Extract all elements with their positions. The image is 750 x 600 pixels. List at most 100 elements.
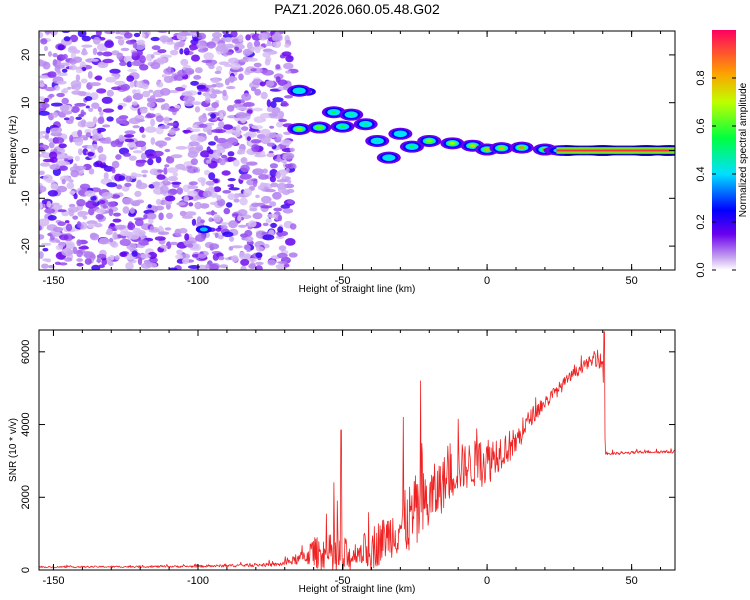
noise-blob: [124, 138, 135, 143]
noise-blob: [122, 197, 134, 205]
noise-blob: [261, 150, 266, 158]
noise-blob: [230, 63, 242, 70]
x-tick-label: 0: [484, 575, 490, 587]
noise-blob: [277, 252, 288, 259]
noise-blob: [54, 64, 65, 69]
noise-blob: [238, 224, 247, 228]
noise-blob: [186, 166, 199, 174]
noise-blob: [133, 199, 145, 204]
noise-blob: [205, 180, 215, 186]
noise-blob: [134, 218, 144, 227]
noise-blob: [244, 229, 253, 237]
noise-blob: [67, 45, 78, 54]
noise-blob: [118, 134, 125, 142]
noise-blob: [104, 40, 114, 48]
noise-blob: [208, 217, 214, 222]
noise-blob: [70, 106, 80, 113]
noise-blob: [238, 73, 244, 81]
noise-blob: [253, 116, 265, 123]
noise-blob: [265, 43, 275, 47]
noise-blob: [285, 70, 292, 74]
noise-blob: [167, 176, 178, 182]
noise-blob: [209, 201, 218, 206]
noise-blob: [129, 207, 135, 214]
noise-blob: [116, 52, 124, 60]
noise-blob: [175, 146, 188, 150]
noise-blob: [65, 223, 73, 232]
y-tick-label: 0: [20, 567, 32, 573]
noise-blob: [112, 218, 122, 223]
y-tick-label: -20: [20, 238, 32, 254]
x-tick-label: 0: [484, 275, 490, 287]
noise-blob: [272, 97, 284, 103]
noise-blob: [230, 31, 238, 38]
noise-blob: [270, 182, 279, 188]
noise-blob: [214, 232, 219, 239]
noise-blob: [225, 43, 235, 49]
noise-blob: [138, 239, 149, 246]
noise-blob: [243, 188, 253, 197]
noise-blob: [269, 175, 276, 183]
noise-blob: [262, 222, 269, 227]
noise-blob: [52, 59, 58, 66]
noise-blob: [248, 258, 257, 263]
noise-blob: [213, 214, 222, 223]
noise-blob: [39, 83, 45, 87]
noise-blob: [170, 154, 183, 159]
noise-blob: [187, 185, 199, 190]
noise-blob: [206, 41, 217, 49]
noise-blob: [110, 140, 118, 148]
noise-blob: [211, 78, 220, 84]
noise-blob: [236, 106, 248, 111]
noise-blob: [282, 152, 295, 160]
noise-blob: [155, 140, 167, 147]
noise-blob: [163, 200, 173, 205]
noise-blob: [52, 232, 61, 238]
noise-blob: [140, 152, 147, 160]
noise-blob: [49, 164, 61, 170]
noise-blob: [163, 75, 173, 84]
signal-mark: [397, 132, 403, 135]
noise-blob: [127, 69, 138, 72]
noise-blob: [229, 236, 235, 242]
noise-blob: [245, 34, 251, 41]
noise-blob: [59, 234, 69, 241]
noise-blob: [150, 137, 156, 145]
noise-blob: [177, 31, 190, 37]
noise-blob: [146, 101, 156, 108]
noise-blob: [74, 165, 87, 170]
noise-blob: [123, 55, 133, 63]
noise-blob: [205, 94, 211, 101]
noise-blob: [157, 49, 167, 54]
noise-blob: [226, 51, 233, 56]
noise-blob: [218, 255, 225, 261]
noise-blob: [239, 173, 252, 180]
noise-blob: [164, 137, 172, 141]
x-tick-label: 50: [626, 575, 638, 587]
noise-blob: [280, 139, 292, 146]
noise-blob: [246, 136, 251, 141]
noise-blob: [74, 102, 87, 107]
noise-blob: [128, 117, 141, 125]
noise-blob: [222, 190, 232, 194]
noise-blob: [208, 141, 216, 146]
noise-blob: [68, 203, 76, 208]
noise-blob: [259, 182, 265, 190]
noise-blob: [41, 103, 50, 109]
noise-blob: [115, 154, 122, 160]
noise-blob: [121, 235, 127, 239]
noise-blob: [260, 128, 271, 135]
noise-blob: [42, 158, 55, 163]
noise-blob: [254, 88, 262, 96]
y-tick-label: 20: [20, 49, 32, 61]
noise-blob: [84, 258, 92, 265]
noise-blob: [260, 205, 273, 209]
noise-blob: [196, 136, 205, 143]
noise-blob: [189, 47, 196, 51]
noise-blob: [111, 167, 116, 174]
noise-blob: [188, 202, 194, 207]
noise-blob: [62, 88, 69, 94]
noise-blob: [278, 118, 287, 123]
noise-blob: [278, 245, 287, 251]
noise-blob: [276, 136, 281, 141]
